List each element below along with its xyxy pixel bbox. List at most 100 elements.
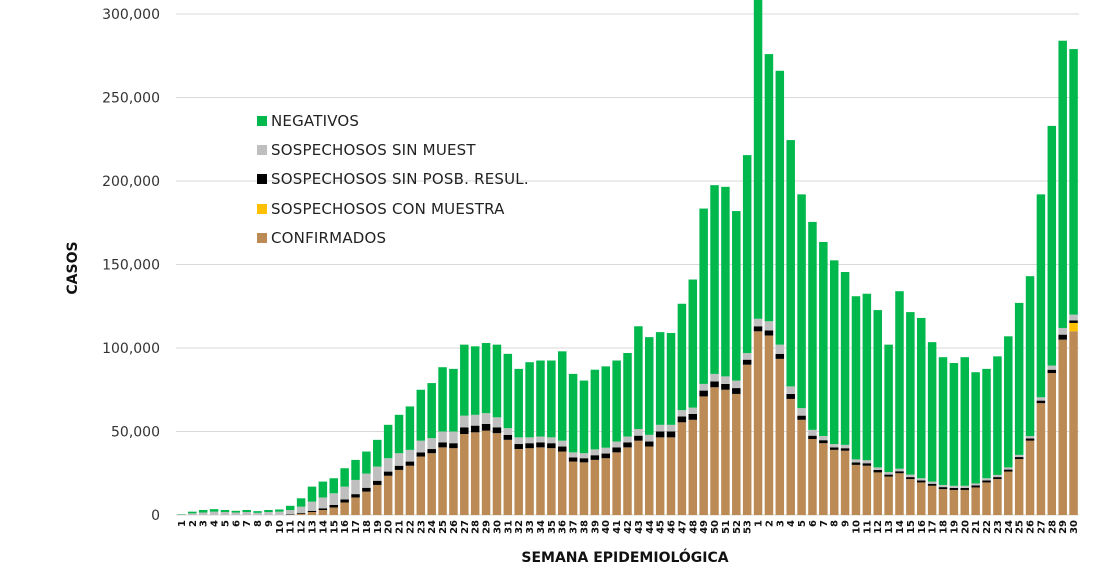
bar-segment xyxy=(590,455,600,460)
x-tick-label: 9 xyxy=(264,520,275,527)
x-tick-label: 2 xyxy=(764,520,775,527)
bar-segment xyxy=(884,474,893,477)
bar-segment xyxy=(198,509,208,513)
bar-segment xyxy=(851,464,861,515)
bar-segment xyxy=(525,362,534,438)
bar-segment xyxy=(460,427,469,434)
x-tick-label: 15 xyxy=(329,520,340,534)
bar-segment xyxy=(623,436,632,443)
x-tick-label: 51 xyxy=(721,520,732,534)
bar-segment xyxy=(1047,365,1057,370)
x-tick-label: 5 xyxy=(220,520,231,527)
bar-segment xyxy=(840,444,850,449)
bar-segment xyxy=(307,501,317,511)
bar-segment xyxy=(949,487,959,490)
y-tick-label: 50,000 xyxy=(111,425,160,441)
bar-segment xyxy=(1036,403,1046,515)
bar-segment xyxy=(416,389,426,441)
x-tick-label: 47 xyxy=(677,520,688,534)
bar-segment xyxy=(949,485,959,488)
bar-segment xyxy=(634,429,643,436)
bar-segment xyxy=(590,459,600,515)
bar-segment xyxy=(884,476,893,515)
bar-segment xyxy=(1025,276,1035,437)
bar-segment xyxy=(1014,454,1024,458)
bar-segment xyxy=(514,437,523,445)
x-tick-label: 45 xyxy=(656,520,667,534)
bar-segment xyxy=(808,429,817,436)
bar-segment xyxy=(492,433,502,515)
bar-segment xyxy=(416,452,426,457)
x-tick-label: 18 xyxy=(362,520,373,534)
x-tick-label: 25 xyxy=(1015,520,1026,534)
bar-segment xyxy=(394,469,404,515)
bar-segment xyxy=(1004,471,1013,515)
bar-segment xyxy=(1047,373,1057,515)
bar-segment xyxy=(764,54,774,322)
x-tick-label: 37 xyxy=(569,520,580,534)
x-tick-label: 3 xyxy=(199,520,210,527)
bar-segment xyxy=(645,337,654,435)
bar-segment xyxy=(982,478,991,481)
bar-segment xyxy=(536,442,545,448)
bar-segment xyxy=(710,373,719,382)
bar-segment xyxy=(568,452,578,458)
y-tick-label: 0 xyxy=(151,508,160,524)
legend-label: SOSPECHOSOS SIN MUEST xyxy=(271,140,476,159)
bar-segment xyxy=(819,443,828,515)
bar-segment xyxy=(688,419,698,515)
bar-segment xyxy=(307,511,317,515)
bar-segment xyxy=(634,326,643,429)
bar-segment xyxy=(275,509,284,512)
bar-segment xyxy=(329,478,338,494)
bar-segment xyxy=(318,497,328,509)
bar-segment xyxy=(557,446,567,452)
bar-segment xyxy=(579,453,589,459)
bar-segment xyxy=(753,318,763,327)
bar-segment xyxy=(786,398,795,515)
y-tick-label: 300,000 xyxy=(102,7,160,23)
bar-segment xyxy=(862,460,872,464)
bar-segment xyxy=(557,351,567,441)
legend-item-confirmados: CONFIRMADOS xyxy=(257,223,529,252)
bar-segment xyxy=(829,260,839,445)
x-tick-label: 10 xyxy=(851,520,862,534)
bar-segment xyxy=(296,512,306,514)
bar-segment xyxy=(873,310,882,468)
bar-segment xyxy=(732,211,741,381)
bar-segment xyxy=(427,453,436,515)
bar-segment xyxy=(710,381,719,388)
bar-segment xyxy=(917,482,926,515)
bar-segment xyxy=(721,376,730,384)
bar-segment xyxy=(917,317,926,479)
x-tick-label: 18 xyxy=(939,520,950,534)
bar-segment xyxy=(873,472,882,515)
bar-segment xyxy=(427,383,436,439)
x-tick-label: 13 xyxy=(307,520,318,534)
x-tick-label: 36 xyxy=(558,520,569,534)
bar-segment xyxy=(851,462,861,465)
x-tick-label: 32 xyxy=(514,520,525,534)
bar-segment xyxy=(808,435,817,440)
x-tick-label: 29 xyxy=(482,520,493,534)
x-tick-label: 22 xyxy=(982,520,993,534)
bar-segment xyxy=(960,357,970,486)
bar-segment xyxy=(1069,322,1078,332)
bar-segment xyxy=(1014,459,1024,515)
bar-segment xyxy=(177,514,186,515)
bar-segment xyxy=(383,458,393,472)
bar-segment xyxy=(1069,331,1078,515)
bar-segment xyxy=(1025,436,1035,439)
bar-segment xyxy=(666,332,676,425)
bar-segment xyxy=(525,448,534,515)
bar-segment xyxy=(209,511,219,515)
bar-segment xyxy=(884,472,893,475)
bar-segment xyxy=(938,487,948,490)
x-tick-label: 42 xyxy=(623,520,634,534)
x-tick-label: 8 xyxy=(830,520,841,527)
bar-segment xyxy=(242,511,251,515)
x-tick-label: 48 xyxy=(688,520,699,534)
x-tick-label: 23 xyxy=(993,520,1004,534)
bar-segment xyxy=(645,446,654,515)
bar-segment xyxy=(732,393,741,515)
